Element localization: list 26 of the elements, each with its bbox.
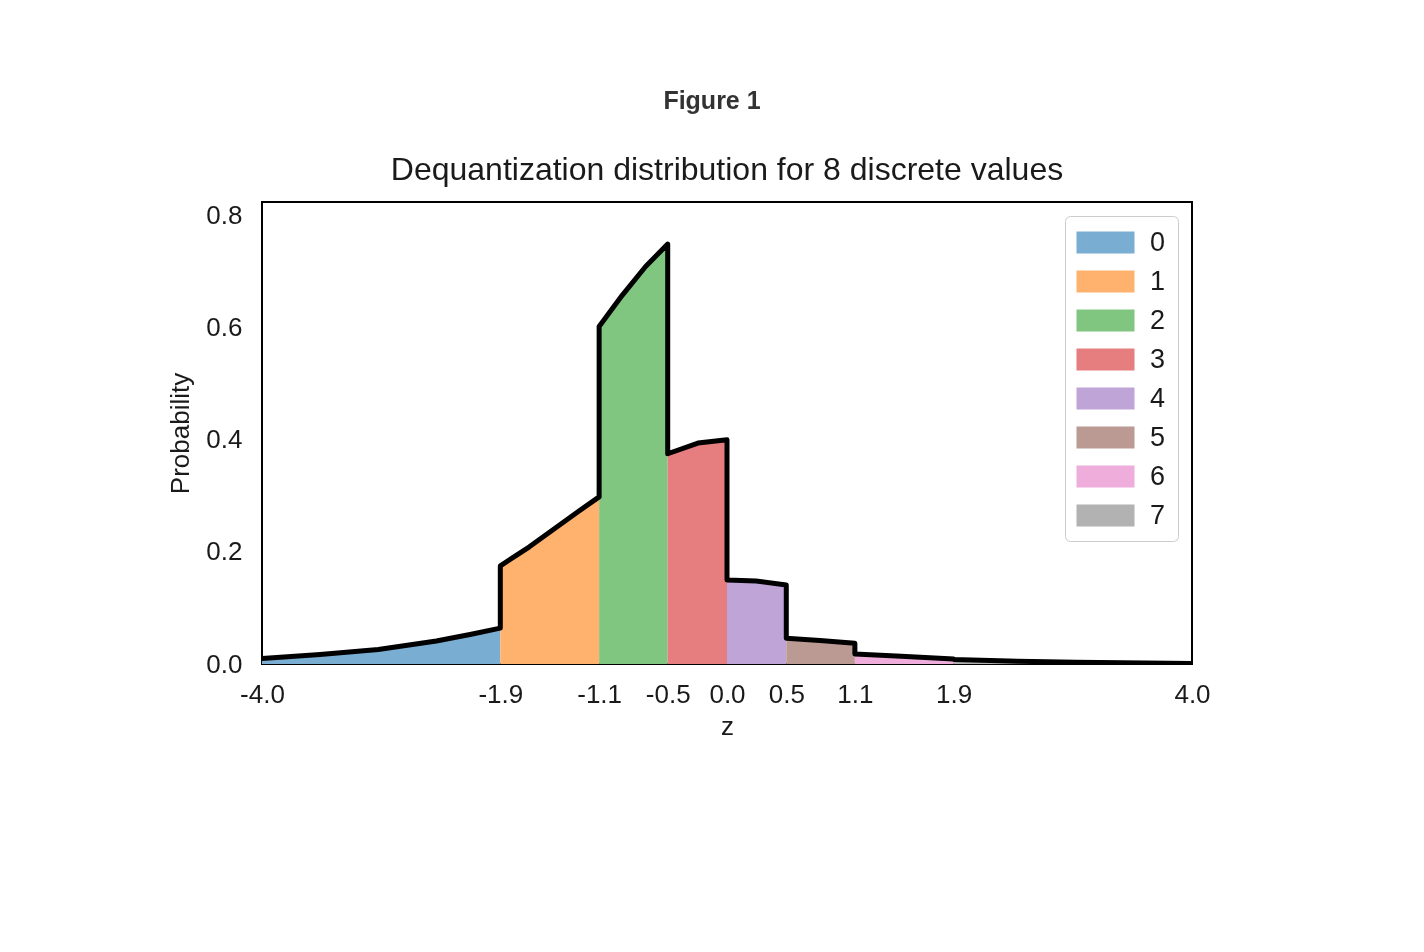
x-tick-label: 0.5 [768,678,805,709]
legend-label: 4 [1150,382,1166,413]
y-tick-label: 0.6 [206,312,243,343]
caption: Figure 1 [663,86,761,114]
x-tick-label: -4.0 [240,678,285,709]
legend-label: 6 [1150,460,1166,491]
y-axis-title: Probability [165,372,196,495]
x-tick-label: -1.9 [478,678,524,709]
x-tick-label: -1.1 [577,678,623,709]
x-tick-label: 0.0 [709,678,746,709]
legend-label: 0 [1150,226,1166,257]
legend-label: 7 [1150,499,1166,530]
legend-label: 2 [1150,304,1166,335]
x-tick-label: 4.0 [1174,678,1211,709]
chart-title: Dequantization distribution for 8 discrete values [390,151,1064,187]
x-tick-label: -0.5 [645,678,691,709]
y-tick-label: 0.2 [206,536,243,567]
x-tick-label: 1.1 [837,678,874,709]
x-tick-label: 1.9 [936,678,973,709]
legend-label: 1 [1150,265,1166,296]
x-axis-title: z [721,710,734,741]
y-tick-label: 0.0 [206,648,243,679]
y-tick-label: 0.4 [206,424,243,455]
legend-label: 3 [1150,343,1166,374]
legend-label: 5 [1150,421,1166,452]
y-tick-label: 0.8 [206,199,243,230]
